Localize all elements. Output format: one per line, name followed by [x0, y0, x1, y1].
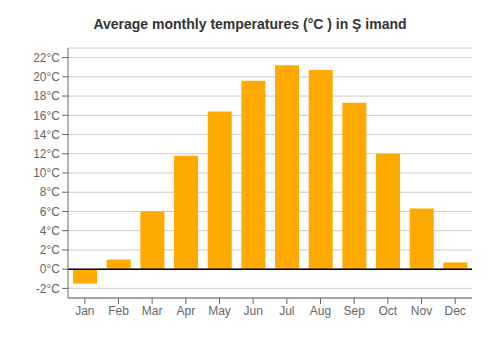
svg-text:-2°C: -2°C [36, 282, 60, 296]
svg-text:May: May [208, 304, 231, 318]
svg-text:Feb: Feb [108, 304, 129, 318]
svg-text:Mar: Mar [142, 304, 163, 318]
svg-text:Oct: Oct [378, 304, 397, 318]
svg-text:22°C: 22°C [33, 51, 60, 65]
svg-text:Sep: Sep [343, 304, 365, 318]
html-text:Average monthly temperatures (: Average monthly temperatures (°C ) in Ş … [93, 16, 407, 32]
svg-text:Jan: Jan [75, 304, 94, 318]
svg-text:Jun: Jun [243, 304, 262, 318]
svg-text:8°C: 8°C [40, 185, 60, 199]
svg-text:Jul: Jul [279, 304, 294, 318]
svg-text:Nov: Nov [411, 304, 432, 318]
svg-text:12°C: 12°C [33, 147, 60, 161]
svg-text:20°C: 20°C [33, 70, 60, 84]
svg-text:2°C: 2°C [40, 243, 60, 257]
svg-text:18°C: 18°C [33, 89, 60, 103]
svg-text:Apr: Apr [176, 304, 195, 318]
svg-text:10°C: 10°C [33, 166, 60, 180]
svg-text:14°C: 14°C [33, 128, 60, 142]
svg-text:0°C: 0°C [40, 262, 60, 276]
svg-text:6°C: 6°C [40, 205, 60, 219]
svg-text:16°C: 16°C [33, 109, 60, 123]
svg-text:Aug: Aug [310, 304, 331, 318]
svg-text:Dec: Dec [444, 304, 465, 318]
svg-text:4°C: 4°C [40, 224, 60, 238]
